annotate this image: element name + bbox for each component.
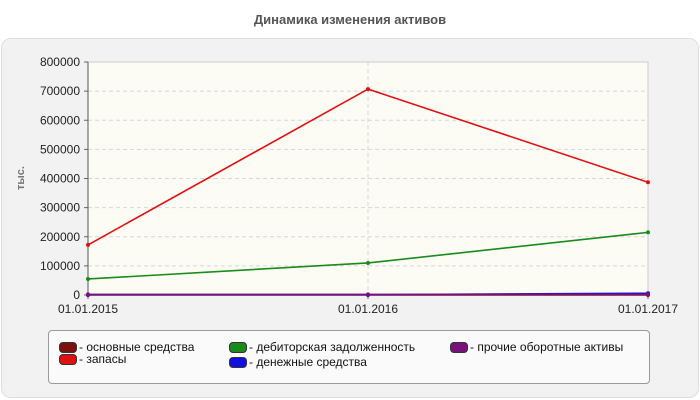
legend-label-text: дебиторская задолженность (256, 340, 416, 354)
y-axis-ticks: 0 100000 200000 300000 400000 500000 600000 700… (40, 55, 88, 302)
y-tick-label: 700000 (40, 84, 80, 98)
legend-item-fixed-assets: - основные средства (59, 340, 194, 354)
legend-swatch (229, 357, 247, 369)
legend-swatch (59, 354, 77, 366)
x-tick-label: 01.01.2015 (58, 302, 118, 316)
legend-item-inventory: - запасы (59, 352, 126, 366)
data-point-series-1 (86, 242, 90, 247)
legend-label: - (249, 355, 257, 369)
data-point-series-2 (366, 260, 370, 265)
legend-swatch (450, 342, 468, 354)
legend-item-receivables: - дебиторская задолженность (229, 340, 415, 354)
y-tick-label: 200000 (40, 230, 80, 244)
data-point-series-4 (86, 292, 90, 297)
data-point-series-2 (646, 230, 650, 235)
y-tick-label: 300000 (40, 201, 80, 215)
y-axis-label: тыс. (15, 166, 27, 190)
data-point-series-4 (646, 292, 650, 297)
legend-swatch (59, 342, 77, 354)
legend-swatch (229, 342, 247, 354)
x-tick-label: 01.01.2016 (338, 302, 398, 316)
data-point-series-4 (366, 292, 370, 297)
y-tick-label: 0 (73, 288, 80, 302)
y-tick-label: 500000 (40, 142, 80, 156)
y-tick-label: 600000 (40, 113, 80, 127)
grid-lines (88, 62, 648, 295)
chart-title: Динамика изменения активов (253, 12, 447, 27)
legend-item-other-current-assets: - прочие оборотные активы (450, 340, 623, 354)
legend-label: - (470, 340, 478, 354)
legend-label: - (79, 352, 87, 366)
legend-label-text: денежные средства (256, 355, 367, 369)
data-point-series-1 (366, 87, 370, 92)
y-tick-label: 800000 (40, 55, 80, 69)
data-point-series-1 (646, 180, 650, 185)
y-tick-label: 400000 (40, 172, 80, 186)
data-point-series-2 (86, 276, 90, 281)
y-tick-label: 100000 (40, 259, 80, 273)
x-tick-label: 01.01.2017 (618, 302, 678, 316)
legend-label-text: запасы (86, 352, 127, 366)
series-lines (86, 87, 650, 297)
legend-label-text: прочие оборотные активы (477, 340, 624, 354)
legend-label: - (249, 340, 257, 354)
legend-item-cash: - денежные средства (229, 355, 367, 369)
legend-label-text: основные средства (86, 340, 195, 354)
legend: - основные средства - запасы - дебиторск… (48, 330, 650, 384)
legend-label: - (79, 340, 87, 354)
